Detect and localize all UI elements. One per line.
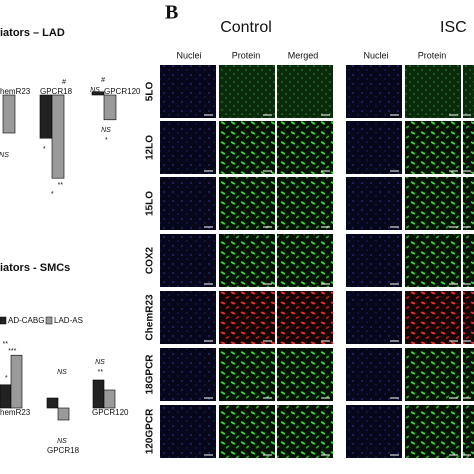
micrograph-tile — [463, 234, 474, 287]
micrograph-tile — [160, 177, 216, 230]
micrograph-tile — [463, 65, 474, 118]
column-header: Nuclei — [176, 50, 201, 60]
micrograph-tile — [405, 121, 461, 174]
row-label: ChemR23 — [145, 294, 156, 341]
category-label: GPCR18 — [47, 446, 80, 455]
bar — [0, 384, 12, 409]
micrograph-tile — [346, 291, 402, 344]
micrograph-tile — [405, 291, 461, 344]
micrograph-tile — [405, 405, 461, 458]
significance-mark: * — [105, 137, 108, 144]
group-title: ISC — [440, 19, 467, 36]
bar — [2, 94, 16, 134]
category-label: hemR23 — [0, 87, 31, 96]
micrograph-tile — [277, 234, 333, 287]
legend-label: AD-CABG — [8, 316, 44, 325]
micrograph-tile — [463, 405, 474, 458]
micrograph-tile — [405, 65, 461, 118]
micrograph-tile — [219, 65, 275, 118]
bar — [57, 407, 70, 421]
column-header: Nuclei — [363, 50, 388, 60]
row-label: 120GPCR — [145, 408, 156, 454]
micrograph-tile — [463, 348, 474, 401]
bar — [39, 94, 53, 139]
significance-mark: NS — [90, 87, 100, 94]
micrograph-tile — [160, 348, 216, 401]
micrograph-tile — [346, 177, 402, 230]
micrograph-tile — [160, 65, 216, 118]
panel-label: B — [165, 2, 178, 24]
column-header: Protein — [418, 50, 447, 60]
micrograph-tile — [463, 177, 474, 230]
row-label: 12LO — [145, 135, 156, 160]
group-title: Control — [220, 19, 272, 36]
micrograph-tile — [219, 234, 275, 287]
bar — [103, 389, 116, 409]
micrograph-tile — [346, 348, 402, 401]
micrograph-tile — [277, 177, 333, 230]
bar — [103, 94, 117, 121]
micrograph-tile — [160, 291, 216, 344]
significance-mark: NS — [57, 369, 67, 376]
bar — [91, 91, 105, 96]
micrograph-tile — [160, 234, 216, 287]
micrograph-tile — [405, 348, 461, 401]
significance-mark: ** — [97, 369, 103, 376]
micrograph-tile — [346, 234, 402, 287]
category-label: GPCR18 — [40, 87, 73, 96]
micrograph-tile — [219, 348, 275, 401]
micrograph-tile — [277, 65, 333, 118]
micrograph-tile — [160, 405, 216, 458]
significance-mark: # — [62, 79, 66, 86]
micrograph-tile — [219, 121, 275, 174]
micrograph-tile — [405, 234, 461, 287]
significance-mark: ** — [57, 182, 63, 189]
significance-mark: NS — [57, 438, 67, 445]
significance-mark: * — [51, 191, 54, 198]
significance-mark: * — [5, 375, 8, 382]
significance-mark: *** — [8, 348, 16, 355]
micrograph-tile — [160, 121, 216, 174]
legend-label: LAD-AS — [54, 316, 83, 325]
micrograph-tile — [405, 177, 461, 230]
chart-title: iators - SMCs — [0, 262, 70, 274]
significance-mark: NS — [0, 152, 9, 159]
category-label: hemR23 — [0, 408, 31, 417]
row-label: 15LO — [145, 191, 156, 216]
micrograph-tile — [277, 291, 333, 344]
column-header: Protein — [232, 50, 261, 60]
column-header: Merged — [288, 50, 319, 60]
significance-mark: NS — [101, 127, 111, 134]
legend-swatch — [0, 316, 7, 325]
micrograph-tile — [463, 121, 474, 174]
row-label: COX2 — [145, 246, 156, 274]
micrograph-tile — [219, 291, 275, 344]
bar — [51, 94, 65, 179]
micrograph-tile — [277, 348, 333, 401]
micrograph-tile — [463, 291, 474, 344]
category-label: GPCR120 — [92, 408, 129, 417]
row-label: 5LO — [145, 82, 156, 102]
micrograph-tile — [346, 405, 402, 458]
significance-mark: # — [101, 77, 105, 84]
bar — [46, 397, 59, 409]
row-label: 18GPCR — [145, 354, 156, 395]
micrograph-tile — [219, 177, 275, 230]
significance-mark: * — [43, 146, 46, 153]
micrograph-tile — [277, 405, 333, 458]
bar — [92, 379, 105, 409]
significance-mark: ** — [2, 341, 8, 348]
significance-mark: NS — [95, 359, 105, 366]
micrograph-tile — [346, 121, 402, 174]
bar — [10, 354, 23, 409]
micrograph-tile — [219, 405, 275, 458]
micrograph-tile — [277, 121, 333, 174]
legend-swatch — [45, 316, 53, 325]
micrograph-tile — [346, 65, 402, 118]
chart-title: iators – LAD — [0, 27, 65, 39]
category-label: GPCR120 — [104, 87, 141, 96]
